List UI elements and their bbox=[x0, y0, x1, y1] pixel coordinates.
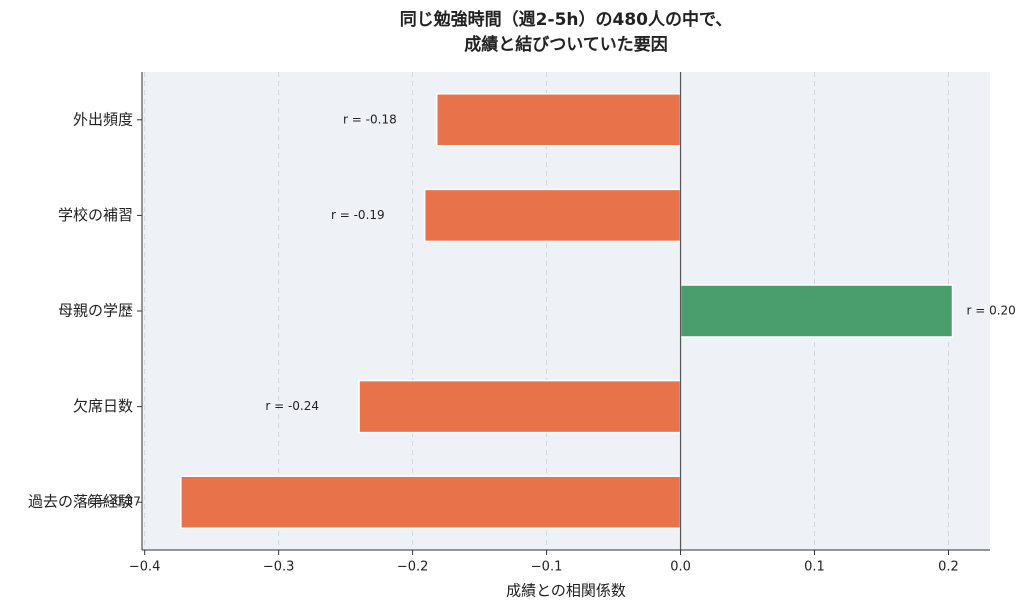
x-tick-label: 0.1 bbox=[804, 560, 825, 575]
y-tick-label: 欠席日数 bbox=[73, 397, 133, 415]
chart-title: 成績と結びついていた要因 bbox=[464, 34, 668, 55]
bar bbox=[435, 93, 682, 147]
chart-title: 同じ勉強時間（週2-5h）の480人の中で、 bbox=[400, 9, 733, 30]
value-label: r = -0.19 bbox=[331, 208, 385, 222]
value-label: r = 0.20 bbox=[966, 304, 1015, 318]
x-tick-label: 0.2 bbox=[938, 560, 959, 575]
y-tick-label: 外出頻度 bbox=[73, 110, 133, 128]
bar bbox=[358, 379, 682, 434]
y-tick-label: 過去の落第経験 bbox=[28, 493, 133, 511]
value-label: r = -0.18 bbox=[343, 112, 397, 126]
x-tick-label: 0.0 bbox=[670, 560, 691, 575]
bar bbox=[679, 284, 954, 338]
x-axis-label: 成績との相関係数 bbox=[506, 582, 626, 600]
y-tick-label: 母親の学歴 bbox=[58, 302, 133, 320]
x-tick-label: −0.3 bbox=[263, 560, 295, 575]
bar bbox=[180, 475, 682, 529]
value-label: r = -0.24 bbox=[265, 399, 319, 413]
y-tick-label: 学校の補習 bbox=[58, 206, 133, 224]
x-tick-label: −0.2 bbox=[397, 560, 429, 575]
value-label: r = -0.37 bbox=[87, 495, 141, 509]
x-tick-label: −0.1 bbox=[531, 560, 563, 575]
bar bbox=[423, 188, 682, 243]
x-tick-label: −0.4 bbox=[129, 560, 161, 575]
